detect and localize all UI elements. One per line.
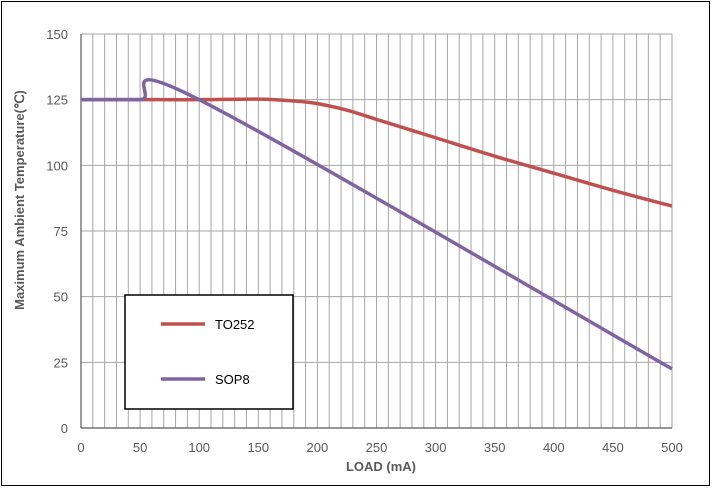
x-tick-label: 50	[133, 440, 147, 455]
x-tick-label: 200	[307, 440, 329, 455]
x-tick-label: 400	[543, 440, 565, 455]
series-line-sop8	[81, 78, 673, 371]
legend-label-to252: TO252	[215, 317, 255, 332]
tick-labels: 0 50 100 150 200 250 300 350 400 450 500 0 25 50 75 100…	[46, 27, 683, 455]
x-tick-label: 500	[661, 440, 683, 455]
y-tick-label: 125	[46, 93, 68, 108]
y-axis-title: Maximum Ambient Temperature(℃)	[12, 90, 27, 310]
x-tick-label: 100	[188, 440, 210, 455]
legend-label-sop8: SOP8	[215, 372, 250, 387]
y-tick-label: 25	[54, 355, 68, 370]
x-tick-label: 450	[602, 440, 624, 455]
x-tick-label: 350	[484, 440, 506, 455]
y-tick-label: 150	[46, 27, 68, 42]
x-tick-label: 0	[77, 440, 84, 455]
y-tick-label: 75	[54, 224, 68, 239]
legend-box	[124, 294, 294, 410]
series-lines	[81, 78, 673, 371]
x-tick-label: 250	[366, 440, 388, 455]
y-tick-label: 100	[46, 158, 68, 173]
y-tick-label: 0	[61, 421, 68, 436]
x-tick-label: 300	[425, 440, 447, 455]
y-tick-label: 50	[54, 290, 68, 305]
line-chart: 0 50 100 150 200 250 300 350 400 450 500 0 25 50 75 100…	[12, 27, 683, 474]
x-tick-label: 150	[247, 440, 269, 455]
x-axis-title: LOAD (mA)	[346, 459, 416, 474]
legend: TO252 SOP8	[124, 294, 294, 410]
